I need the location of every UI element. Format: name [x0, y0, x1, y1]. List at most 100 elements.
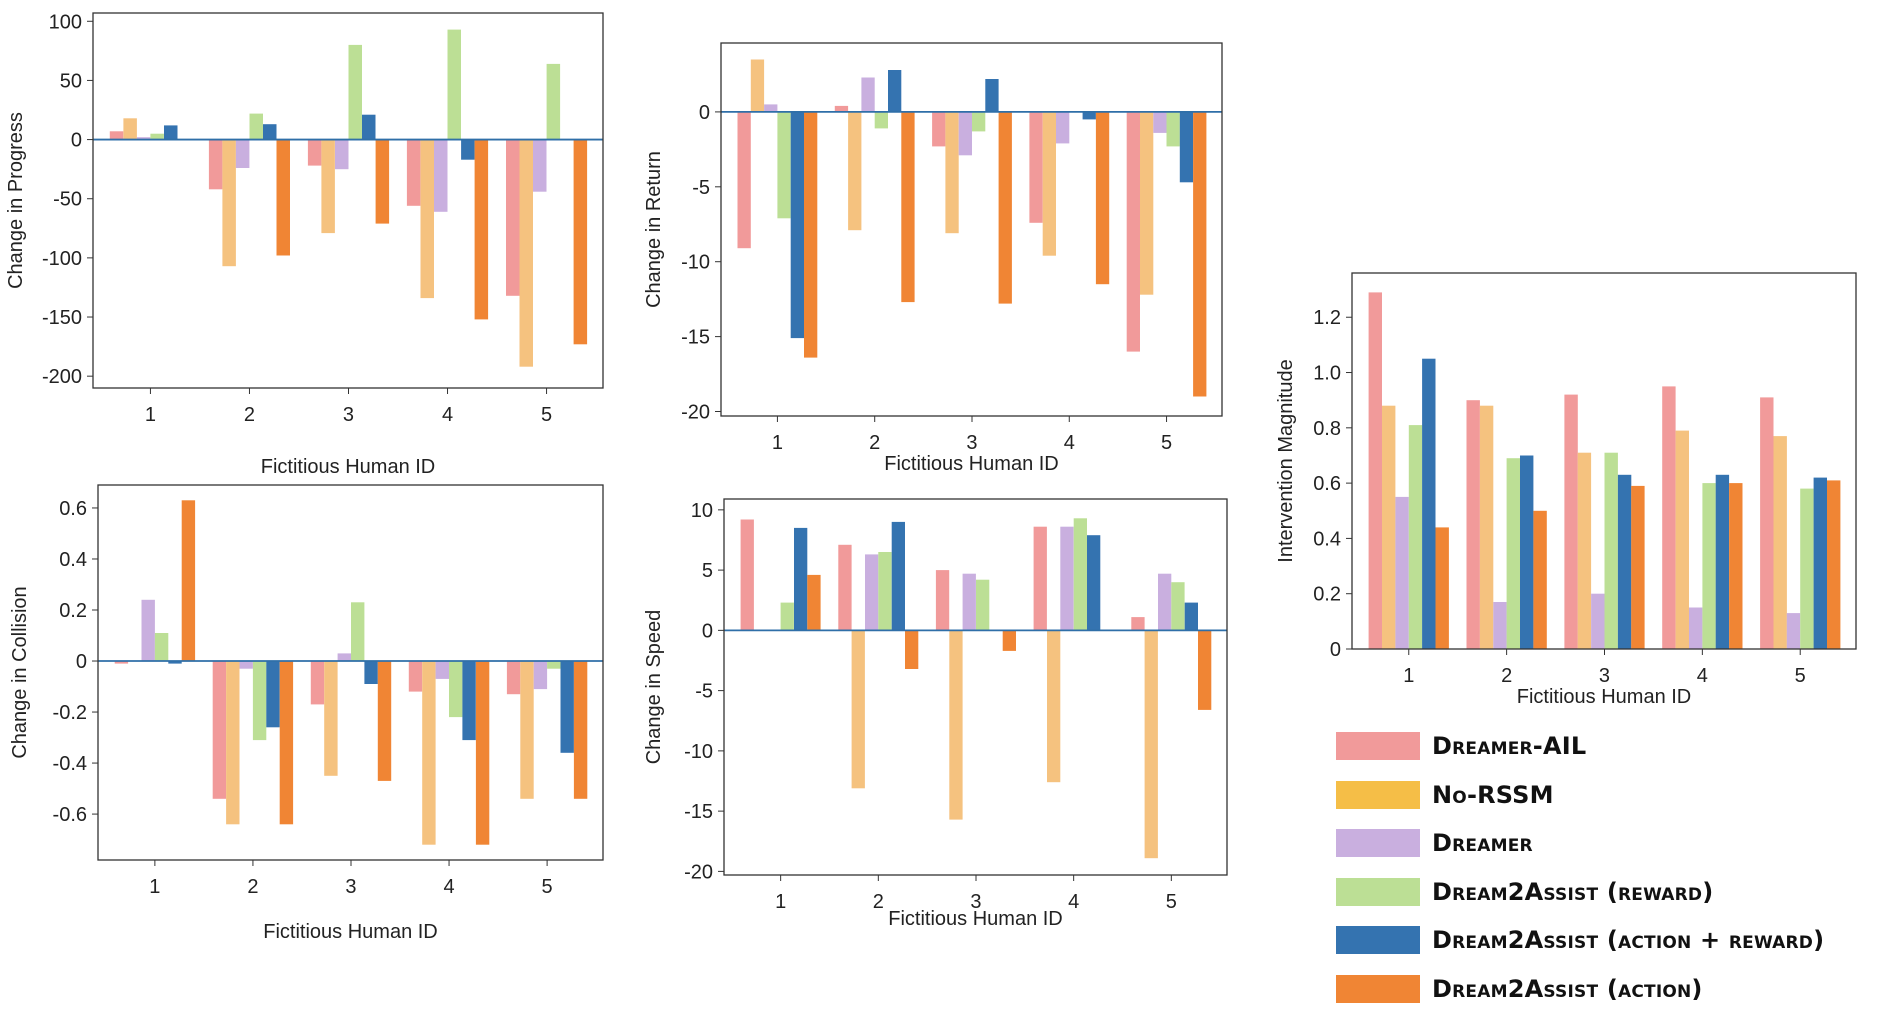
bar: [891, 521, 905, 631]
bar: [1591, 593, 1605, 649]
bar: [1171, 582, 1185, 631]
bar: [834, 105, 849, 112]
x-tick-label: 3: [970, 891, 981, 913]
bar: [861, 77, 875, 112]
y-axis-label: Change in Return: [643, 151, 665, 308]
bar: [114, 661, 129, 664]
bar: [181, 500, 196, 661]
legend-label: No-RSSM: [1432, 780, 1554, 809]
bar: [1729, 483, 1743, 649]
bar: [1140, 111, 1154, 295]
x-axis-label: Fictitious Human ID: [263, 921, 438, 943]
bar: [1166, 111, 1180, 147]
y-tick-label: 1.0: [1313, 363, 1341, 385]
bar: [1564, 394, 1578, 649]
bar: [1435, 527, 1449, 649]
x-tick-label: 2: [244, 404, 255, 426]
y-tick-label: 0.6: [1313, 473, 1341, 495]
y-axis-label: Change in Progress: [5, 112, 27, 289]
y-tick-label: 100: [49, 11, 82, 33]
x-axis-label: Fictitious Human ID: [884, 453, 1059, 475]
legend-label: Dream2Assist (action): [1432, 974, 1703, 1003]
bar: [1033, 526, 1047, 631]
bar: [1126, 111, 1140, 352]
bar: [932, 111, 946, 147]
bar: [1675, 430, 1689, 649]
bar: [1773, 436, 1787, 649]
bar: [1002, 630, 1016, 651]
bar: [878, 552, 892, 631]
x-tick-label: 4: [1697, 665, 1708, 687]
bar: [222, 139, 236, 267]
bar: [1368, 292, 1382, 649]
bar: [780, 602, 794, 631]
y-axis-label: Change in Collision: [9, 586, 31, 758]
bar: [375, 139, 390, 224]
bar: [1087, 535, 1101, 631]
legend-label: Dreamer-AIL: [1432, 732, 1587, 760]
y-tick-label: 0.6: [59, 498, 87, 520]
bar: [377, 661, 392, 781]
bar: [462, 661, 476, 741]
y-tick-label: -200: [42, 366, 82, 388]
y-axis-label: Change in Speed: [643, 610, 665, 765]
bar: [1466, 400, 1480, 649]
bar: [851, 630, 865, 789]
bar: [935, 570, 950, 631]
bar: [1198, 630, 1212, 710]
bar: [1604, 452, 1618, 649]
bar: [520, 661, 534, 799]
bar: [136, 137, 151, 140]
bar: [533, 139, 547, 192]
bar: [362, 114, 376, 140]
bar: [1617, 474, 1632, 649]
bar: [546, 63, 561, 140]
legend-item: Dream2Assist (action): [1336, 973, 1876, 1022]
legend-item: Dream2Assist (reward): [1336, 876, 1876, 925]
legend-swatch: [1336, 732, 1420, 760]
bar: [804, 111, 818, 358]
y-tick-label: -0.6: [53, 804, 87, 826]
bar: [239, 661, 253, 669]
y-tick-label: 5: [702, 560, 713, 582]
legend-swatch: [1336, 780, 1420, 809]
y-tick-label: -50: [53, 189, 82, 211]
bar: [337, 653, 351, 662]
bar: [1631, 485, 1645, 649]
x-tick-label: 1: [145, 404, 156, 426]
bar: [945, 111, 959, 234]
legend-label: Dream2Assist (reward): [1432, 877, 1714, 906]
y-tick-label: -5: [695, 681, 713, 703]
bar: [279, 661, 294, 825]
bar: [1184, 602, 1198, 631]
bar: [1715, 474, 1730, 649]
x-tick-label: 5: [1161, 432, 1172, 454]
bar: [1689, 607, 1703, 649]
bar: [790, 111, 804, 339]
bar: [208, 139, 223, 190]
bar: [461, 139, 475, 160]
bar: [168, 661, 182, 664]
bar: [740, 519, 754, 631]
chart-collision: 0.6 0.4 0.2 0 -0.2 -0.4 -0.6 1 2 3 4 5 Fictitious Hu…: [9, 484, 604, 943]
y-tick-label: 1.2: [1313, 307, 1341, 329]
bar: [519, 139, 533, 367]
y-tick-label: 0: [702, 620, 713, 642]
bar: [1042, 111, 1056, 256]
bar: [1827, 480, 1841, 649]
bar: [1506, 458, 1520, 649]
bar: [109, 131, 124, 140]
x-tick-label: 2: [247, 876, 258, 898]
bar: [1786, 613, 1801, 649]
x-tick-label: 3: [966, 432, 977, 454]
bar: [212, 661, 227, 799]
y-tick-label: 0: [1330, 639, 1341, 661]
x-axis-label: Fictitious Human ID: [888, 908, 1063, 930]
x-tick-label: 5: [541, 404, 552, 426]
chart-intervention: 1.2 1.0 0.8 0.6 0.4 0.2 0 1 2 3 4 5 Fictitious Human…: [1275, 272, 1857, 708]
bar: [506, 661, 521, 695]
bar: [1382, 405, 1396, 649]
legend-swatch: [1336, 974, 1420, 1003]
bar: [1760, 397, 1774, 649]
bar: [351, 602, 365, 661]
